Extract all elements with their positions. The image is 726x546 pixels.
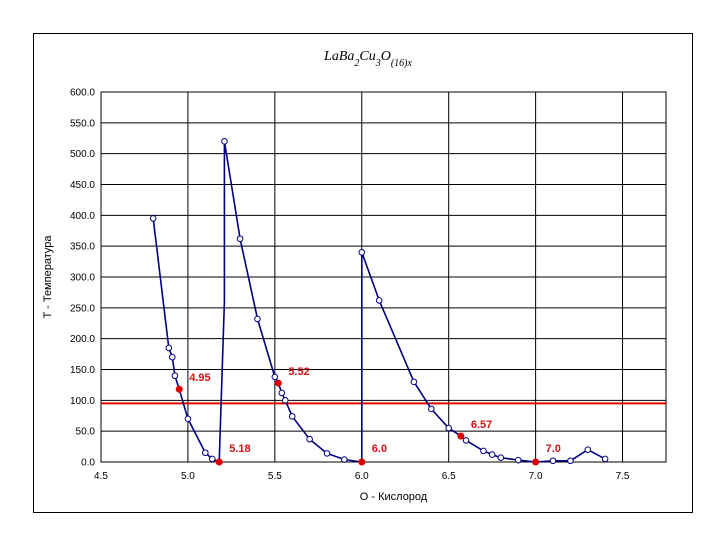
- data-point: [236, 235, 244, 243]
- highlight-point: [274, 379, 282, 387]
- data-point: [567, 457, 574, 465]
- y-tick-label: 350.0: [70, 242, 95, 253]
- title-subscript: (16): [391, 58, 408, 69]
- data-point: [341, 456, 348, 463]
- data-point: [254, 315, 261, 323]
- data-point: [462, 437, 470, 444]
- y-axis-title: T - Температура: [42, 235, 54, 319]
- highlight-label: 5.18: [229, 443, 250, 455]
- data-point: [480, 447, 487, 455]
- data-point: [278, 389, 286, 397]
- x-tick-label: 6.5: [442, 471, 456, 482]
- title-subscript: x: [407, 58, 413, 69]
- y-tick-label: 500.0: [70, 149, 95, 160]
- data-point: [584, 446, 592, 453]
- highlight-label: 6.0: [372, 443, 387, 455]
- data-point: [202, 449, 209, 457]
- data-point: [323, 450, 331, 457]
- title-subscript: 2: [354, 58, 359, 69]
- y-tick-label: 550.0: [70, 118, 95, 129]
- data-point: [358, 249, 366, 256]
- x-tick-label: 5.5: [268, 471, 282, 482]
- x-axis-title: O - Кислород: [360, 491, 428, 503]
- data-point: [549, 457, 557, 465]
- data-point: [601, 455, 609, 463]
- data-point: [306, 435, 313, 443]
- y-tick-label: 200.0: [70, 334, 95, 345]
- x-tick-label: 7.5: [616, 471, 630, 482]
- highlight-point: [175, 385, 183, 393]
- data-point: [208, 455, 216, 463]
- y-tick-label: 300.0: [70, 273, 95, 284]
- highlight-label: 5.52: [288, 366, 309, 378]
- data-point: [281, 397, 289, 404]
- y-tick-label: 250.0: [70, 303, 95, 314]
- highlight-point: [457, 432, 465, 440]
- x-tick-label: 6.0: [355, 471, 369, 482]
- y-tick-label: 50.0: [76, 427, 96, 438]
- highlight-point: [532, 458, 540, 466]
- data-point: [410, 378, 418, 386]
- y-tick-label: 0.0: [81, 458, 95, 469]
- highlight-label: 4.95: [189, 372, 210, 384]
- data-point: [514, 456, 522, 464]
- data-point: [168, 353, 176, 361]
- data-point: [445, 424, 452, 432]
- y-tick-label: 100.0: [70, 396, 95, 407]
- highlight-label: 6.57: [471, 419, 492, 431]
- data-point: [288, 413, 296, 420]
- data-point: [497, 454, 505, 461]
- highlight-label: 7.0: [546, 443, 561, 455]
- chart-title: LaBa2Cu3O(16)x: [323, 49, 412, 69]
- y-tick-label: 450.0: [70, 180, 95, 191]
- title-subscript: 3: [375, 58, 381, 69]
- data-point: [221, 138, 228, 145]
- x-tick-label: 7.0: [529, 471, 543, 482]
- data-point: [375, 297, 383, 304]
- title-text: O: [381, 49, 391, 64]
- title-text: Cu: [359, 49, 375, 64]
- data-point: [171, 372, 179, 379]
- highlight-point: [215, 458, 223, 466]
- y-tick-label: 400.0: [70, 211, 95, 222]
- data-point: [165, 344, 173, 352]
- data-point: [271, 373, 279, 381]
- highlight-point: [358, 458, 366, 466]
- y-tick-label: 600.0: [70, 88, 95, 99]
- x-tick-label: 4.5: [94, 471, 108, 482]
- data-point: [428, 405, 435, 413]
- title-text: LaBa: [323, 49, 354, 64]
- data-point: [488, 451, 496, 458]
- y-tick-label: 150.0: [70, 365, 95, 376]
- x-tick-label: 5.0: [181, 471, 195, 482]
- data-point: [149, 215, 157, 222]
- data-point: [184, 415, 192, 423]
